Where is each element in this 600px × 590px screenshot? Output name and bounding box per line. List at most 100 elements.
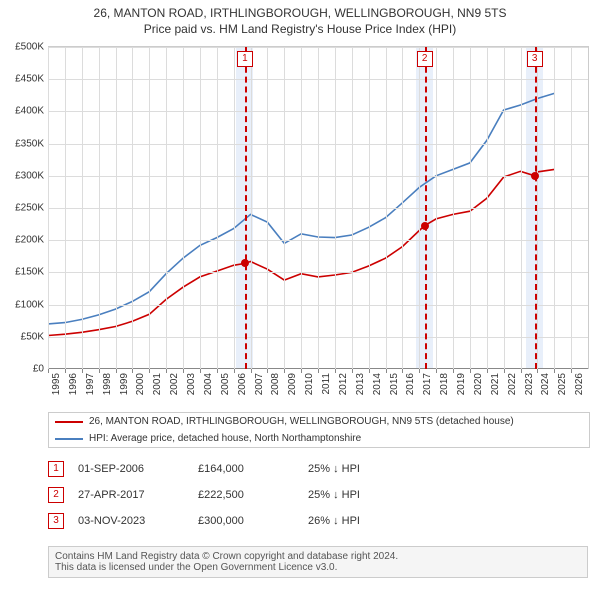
x-tick-label: 2002 [169,373,180,395]
legend-swatch [55,438,83,440]
gridline-v [217,47,218,369]
event-line [245,47,247,369]
x-tick [200,369,201,373]
y-tick-label: £200K [15,235,48,246]
gridline-v [183,47,184,369]
x-tick-label: 2020 [473,373,484,395]
x-tick-label: 2009 [287,373,298,395]
x-tick-label: 2017 [422,373,433,395]
event-number-box: 3 [48,513,64,529]
x-tick-label: 2018 [439,373,450,395]
gridline-v [470,47,471,369]
legend-label: 26, MANTON ROAD, IRTHLINGBOROUGH, WELLIN… [89,416,514,427]
x-tick [116,369,117,373]
event-marker: 3 [527,51,543,67]
x-tick [301,369,302,373]
y-tick-label: £450K [15,74,48,85]
x-tick [65,369,66,373]
gridline-v [200,47,201,369]
x-tick-label: 1999 [119,373,130,395]
event-row: 101-SEP-2006£164,00025% ↓ HPI [48,456,588,482]
x-tick-label: 2006 [237,373,248,395]
footer-text: Contains HM Land Registry data © Crown c… [55,551,581,562]
event-delta: 26% ↓ HPI [308,515,360,527]
chart-title: 26, MANTON ROAD, IRTHLINGBOROUGH, WELLIN… [0,0,600,20]
x-tick [453,369,454,373]
x-tick-label: 2016 [405,373,416,395]
x-tick [284,369,285,373]
gridline-v [65,47,66,369]
x-tick [234,369,235,373]
gridline-v [521,47,522,369]
gridline-v [453,47,454,369]
gridline-v [99,47,100,369]
x-tick [369,369,370,373]
x-tick-label: 2005 [220,373,231,395]
legend-label: HPI: Average price, detached house, Nort… [89,433,361,444]
x-tick [571,369,572,373]
price-point [241,259,249,267]
gridline-v [402,47,403,369]
gridline-v [251,47,252,369]
gridline-v [318,47,319,369]
y-tick-label: £0 [33,364,48,375]
x-tick [217,369,218,373]
x-tick [267,369,268,373]
y-tick-label: £100K [15,299,48,310]
x-tick [352,369,353,373]
gridline-v [436,47,437,369]
legend-row: 26, MANTON ROAD, IRTHLINGBOROUGH, WELLIN… [49,413,589,430]
y-tick-label: £250K [15,203,48,214]
legend-swatch [55,421,83,423]
x-tick-label: 2014 [372,373,383,395]
gridline-v [82,47,83,369]
gridline-v [301,47,302,369]
x-tick [537,369,538,373]
event-date: 27-APR-2017 [78,489,198,501]
x-tick [166,369,167,373]
gridline-v [352,47,353,369]
x-tick [48,369,49,373]
x-tick [436,369,437,373]
legend-row: HPI: Average price, detached house, Nort… [49,430,589,447]
y-tick-label: £350K [15,138,48,149]
event-delta: 25% ↓ HPI [308,463,360,475]
x-tick-label: 2019 [456,373,467,395]
x-tick-label: 2007 [254,373,265,395]
x-tick [132,369,133,373]
event-row: 227-APR-2017£222,50025% ↓ HPI [48,482,588,508]
y-tick-label: £400K [15,106,48,117]
x-tick-label: 2001 [152,373,163,395]
x-tick [402,369,403,373]
event-price: £164,000 [198,463,308,475]
event-line [535,47,537,369]
gridline-v [554,47,555,369]
x-tick [318,369,319,373]
gridline-v [386,47,387,369]
x-tick-label: 2012 [338,373,349,395]
event-price: £222,500 [198,489,308,501]
gridline-v [369,47,370,369]
gridline-v [166,47,167,369]
x-tick-label: 2025 [557,373,568,395]
gridline-v [571,47,572,369]
price-point [421,222,429,230]
gridline-v [48,47,49,369]
price-point [531,172,539,180]
y-tick-label: £50K [21,331,48,342]
event-date: 01-SEP-2006 [78,463,198,475]
x-tick [386,369,387,373]
gridline-v [284,47,285,369]
x-tick-label: 2011 [321,373,332,395]
x-tick-label: 2024 [540,373,551,395]
x-tick-label: 2008 [270,373,281,395]
x-tick-label: 2010 [304,373,315,395]
gridline-v [267,47,268,369]
gridline-v [116,47,117,369]
event-number-box: 2 [48,487,64,503]
gridline-v [504,47,505,369]
event-row: 303-NOV-2023£300,00026% ↓ HPI [48,508,588,534]
chart-subtitle: Price paid vs. HM Land Registry's House … [0,20,600,40]
x-tick-label: 2022 [507,373,518,395]
x-tick [470,369,471,373]
